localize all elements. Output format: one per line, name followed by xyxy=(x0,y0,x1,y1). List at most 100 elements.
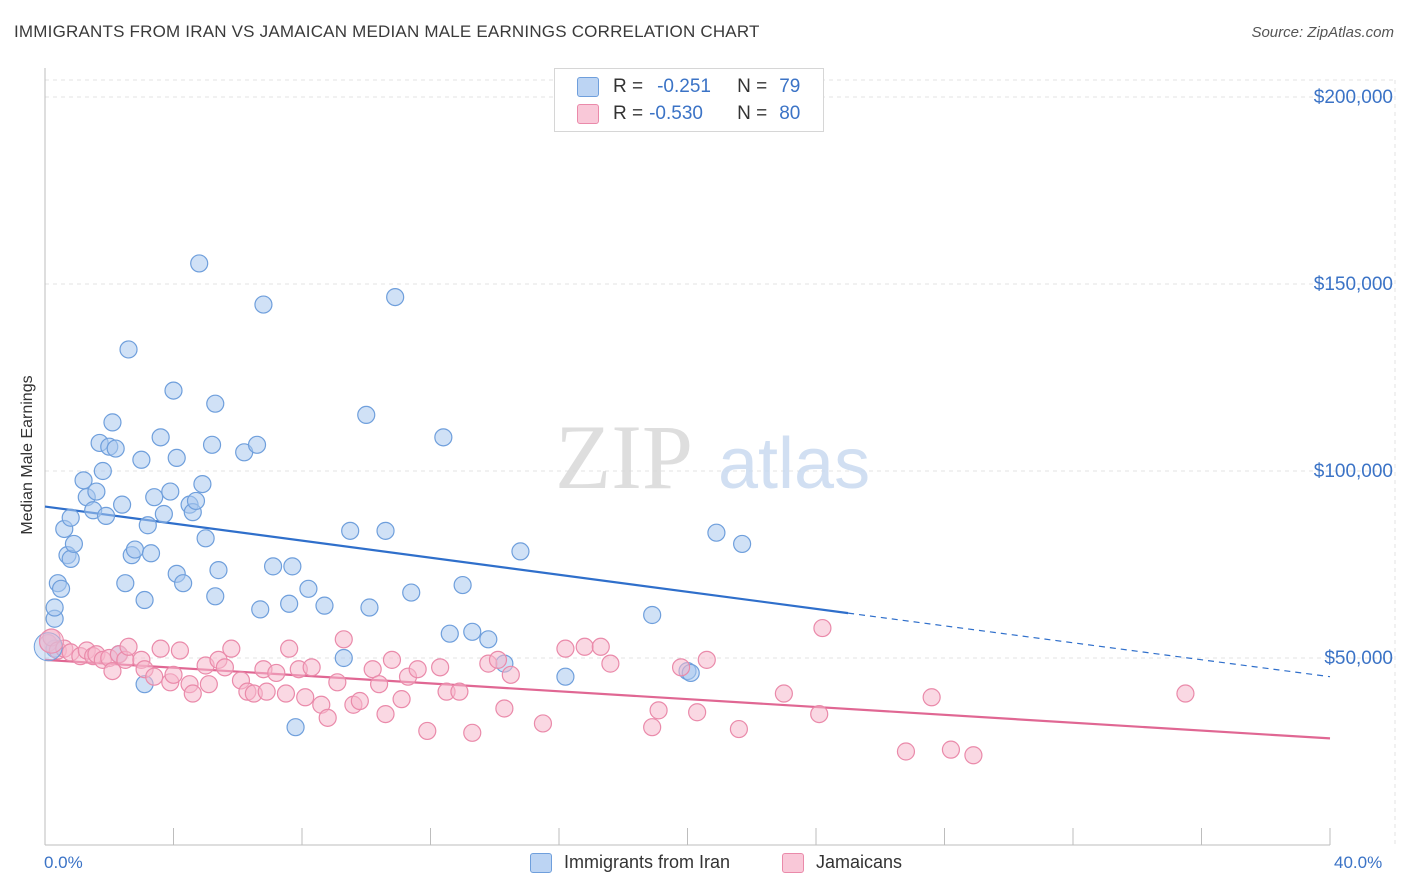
data-point xyxy=(318,708,337,727)
watermark-atlas: atlas xyxy=(718,424,870,504)
legend-r-label: R = xyxy=(613,76,644,97)
legend-n-value: 80 xyxy=(779,103,801,124)
data-point xyxy=(196,529,215,548)
data-point xyxy=(96,506,116,525)
data-point xyxy=(132,450,151,469)
data-point xyxy=(119,637,138,656)
data-point xyxy=(302,658,321,677)
data-point xyxy=(334,630,353,649)
data-point xyxy=(125,540,145,559)
data-point xyxy=(202,435,222,454)
data-point xyxy=(453,575,472,595)
legend-n-value: 79 xyxy=(779,76,801,97)
data-point xyxy=(186,491,206,511)
data-point xyxy=(145,488,164,507)
data-point xyxy=(463,723,482,742)
data-point xyxy=(206,587,225,606)
data-point xyxy=(382,650,402,669)
data-point xyxy=(896,742,916,761)
data-point xyxy=(334,648,353,668)
series-points-jamaicans xyxy=(39,618,1195,765)
data-point xyxy=(38,628,64,654)
data-point xyxy=(103,413,122,432)
data-point xyxy=(511,542,530,561)
y-axis-label: Median Male Earnings xyxy=(19,375,36,535)
series-label-jamaicans: Jamaicans xyxy=(816,852,903,872)
data-point xyxy=(209,561,228,580)
series-legend-iran: Immigrants from Iran xyxy=(530,852,730,873)
data-point xyxy=(280,639,299,658)
y-tick-label: $100,000 xyxy=(1314,461,1393,482)
data-point xyxy=(556,667,575,686)
x-tick-label-min: 0.0% xyxy=(44,853,83,872)
data-point xyxy=(206,394,225,413)
data-point xyxy=(151,428,170,447)
data-point xyxy=(215,658,234,677)
data-point xyxy=(145,667,164,686)
series-legend: Immigrants from Iran Jamaicans xyxy=(0,852,1406,878)
legend-swatch-jamaicans xyxy=(577,104,599,124)
data-point xyxy=(61,508,80,527)
data-point xyxy=(671,658,691,677)
data-point xyxy=(370,675,389,694)
data-point xyxy=(190,254,209,273)
legend-row-iran: R = -0.251 N = 79 xyxy=(577,75,800,99)
watermark: ZIP atlas xyxy=(555,406,870,508)
data-point xyxy=(106,439,125,458)
data-point xyxy=(408,660,427,679)
trend-line-iran xyxy=(44,505,849,615)
correlation-legend: R = -0.251 N = 79 R = -0.530 N = 80 xyxy=(554,68,824,132)
data-point xyxy=(174,574,193,593)
x-tick-label-max: 40.0% xyxy=(1334,853,1383,872)
data-point xyxy=(315,596,334,615)
data-point xyxy=(450,682,469,701)
data-point xyxy=(1176,684,1195,703)
data-point xyxy=(643,718,662,737)
y-tick-labels: $50,000 $100,000 $150,000 $200,000 xyxy=(1314,87,1393,669)
data-point xyxy=(151,639,170,658)
data-point xyxy=(222,639,241,658)
data-point xyxy=(357,405,376,424)
trend-line-iran-extension xyxy=(848,612,1331,678)
data-point xyxy=(810,704,829,724)
data-point xyxy=(116,574,135,593)
data-point xyxy=(495,699,514,718)
data-point xyxy=(299,579,318,598)
data-point xyxy=(164,665,183,684)
data-point xyxy=(501,665,520,684)
data-point xyxy=(376,704,395,724)
data-point xyxy=(556,639,575,658)
data-point xyxy=(263,557,283,576)
data-point xyxy=(649,701,668,720)
axes xyxy=(44,68,1331,846)
data-point xyxy=(138,516,157,535)
source-label: Source: ZipAtlas.com xyxy=(1251,24,1394,41)
data-point xyxy=(280,594,299,613)
data-point xyxy=(402,583,421,602)
data-point xyxy=(363,660,382,679)
legend-r-label: R = xyxy=(613,103,644,124)
series-swatch-jamaicans xyxy=(782,852,804,873)
data-point xyxy=(199,675,218,694)
data-point xyxy=(376,521,395,540)
data-point xyxy=(103,661,122,681)
data-point xyxy=(341,521,360,540)
data-point xyxy=(183,684,202,703)
data-point xyxy=(643,605,662,625)
data-point xyxy=(119,340,138,359)
data-point xyxy=(161,482,180,501)
data-point xyxy=(941,740,961,759)
data-point xyxy=(276,684,296,703)
data-point xyxy=(813,618,832,638)
watermark-zip: ZIP xyxy=(555,406,693,508)
data-point xyxy=(141,544,161,563)
data-point xyxy=(93,461,112,481)
legend-n-label: N = xyxy=(737,76,768,97)
data-point xyxy=(707,523,726,542)
data-point xyxy=(591,637,610,656)
data-point xyxy=(112,495,132,514)
data-point xyxy=(328,673,347,692)
data-point xyxy=(51,579,71,598)
data-point xyxy=(167,448,186,468)
